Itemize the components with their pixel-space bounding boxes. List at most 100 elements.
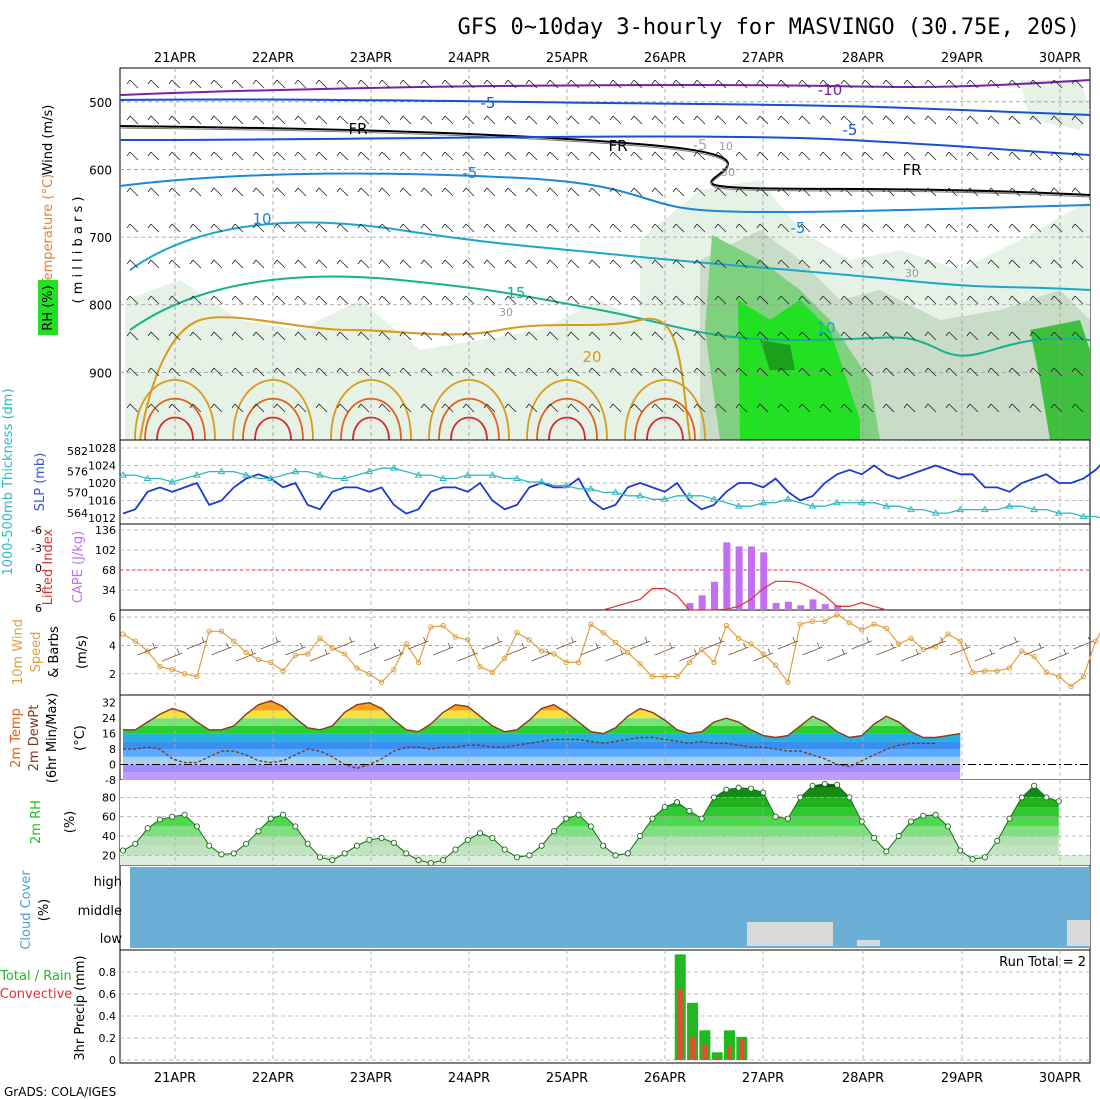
wind-speed-point (218, 628, 225, 634)
wind-barb (945, 367, 958, 377)
wind-barb (189, 151, 202, 161)
upper-air-panel: -10 -5 -5 FR FR FR -5 -5 -5 10 15 10 20 30 10 50 30 500 60… (38, 67, 1091, 441)
wind-barb (168, 115, 181, 125)
wind-barb (609, 295, 622, 305)
y-tick-label: 500 (89, 96, 112, 110)
wind-barb (651, 295, 664, 305)
wind-barb (315, 259, 328, 269)
wind-barb (294, 79, 307, 89)
contour-line (139, 316, 691, 441)
wind-barb (630, 295, 643, 305)
cape-tick-label: 68 (102, 564, 116, 577)
wind-speed-point (982, 668, 988, 674)
wind-barb-10m (679, 648, 700, 662)
wind-barb (273, 259, 286, 269)
contour-line (119, 127, 1091, 198)
wind-speed-point (354, 665, 360, 671)
rh-point (513, 854, 521, 861)
wind-speed-point (772, 662, 779, 668)
wind-speed-point (1043, 669, 1050, 676)
rh-point (193, 823, 200, 830)
thickness-point (980, 505, 989, 513)
wind-barb (294, 295, 307, 305)
wind-barb (777, 331, 790, 341)
wind-barb (168, 403, 181, 413)
wind-barb (483, 151, 496, 161)
li-axis-label: Lifted Index (41, 528, 56, 605)
wind-barb (357, 259, 370, 269)
wind-barb (714, 295, 727, 305)
wind-barb (714, 79, 727, 89)
wind-barb (315, 403, 328, 413)
wind-barb (525, 151, 538, 161)
rh-point (230, 850, 237, 857)
contour-line (119, 135, 1091, 156)
wind-barb-10m (826, 648, 848, 662)
wind-speed-point (563, 659, 569, 666)
wind-barb (441, 259, 454, 269)
wind-barb (210, 151, 223, 161)
rh-point (821, 780, 828, 787)
wind-speed-point (1068, 683, 1074, 690)
precip-tick-label: 0.2 (99, 1032, 117, 1045)
wind-barb (588, 403, 601, 413)
wind-barb (588, 259, 601, 269)
top-date-label: 26APR (644, 51, 686, 66)
rh-point (723, 786, 730, 793)
wind-barb (189, 295, 202, 305)
wind-barb (1050, 367, 1063, 377)
wind-barb (1071, 403, 1084, 413)
wind-barb (420, 187, 433, 197)
contour-label: 30 (499, 306, 513, 319)
wind-barb (630, 331, 643, 341)
wind-barb (735, 259, 748, 269)
wind-barb-10m (580, 642, 602, 656)
wind-barb (483, 115, 496, 125)
wind-barb (378, 187, 391, 197)
wind-barb (735, 331, 748, 341)
wind-barb (546, 151, 559, 161)
cape-axis-label: CAPE (J/kg) (71, 531, 86, 603)
wind-barb (777, 223, 790, 233)
wind-barb (861, 259, 874, 269)
wind-barb (420, 403, 433, 413)
thickness-point (513, 474, 521, 482)
wind-barb (1029, 331, 1042, 341)
wind-barb (1071, 331, 1084, 341)
temperature-arch (634, 397, 696, 441)
rh-point (587, 823, 594, 830)
wind-barb (987, 403, 1000, 413)
contour-line (119, 79, 1091, 96)
rh-point (538, 842, 545, 849)
wind-barb (651, 223, 664, 233)
rh-point (871, 834, 878, 842)
wind-barb (168, 187, 181, 197)
wind-barb (567, 331, 580, 341)
rh-point (661, 803, 668, 811)
temperature-arch (536, 397, 598, 441)
rh-base (120, 855, 1090, 865)
wind-barb (1008, 295, 1021, 305)
wind-barb (147, 331, 160, 341)
wind-barb (210, 115, 223, 125)
precip-total-bar (711, 1052, 723, 1060)
wind-speed-point (637, 661, 643, 667)
wind-barb (483, 259, 496, 269)
wind-barb (378, 79, 391, 89)
wind-barb-10m (309, 648, 331, 662)
wind-barb (441, 79, 454, 89)
wind-speed-point (465, 637, 471, 643)
wind-barb-10m (1023, 642, 1045, 656)
rh-point (390, 839, 397, 846)
wind-barb (399, 367, 412, 377)
wind-barb (420, 115, 433, 125)
wind-barb (504, 223, 517, 233)
wind-barb (462, 79, 475, 89)
wind-speed-point (181, 671, 188, 677)
wind-barb (1029, 151, 1042, 161)
wind-barb (840, 223, 853, 233)
wind-barb (756, 151, 769, 161)
wind-barb (1029, 367, 1042, 377)
wind-barb (1050, 115, 1063, 125)
wind-barb (441, 367, 454, 377)
